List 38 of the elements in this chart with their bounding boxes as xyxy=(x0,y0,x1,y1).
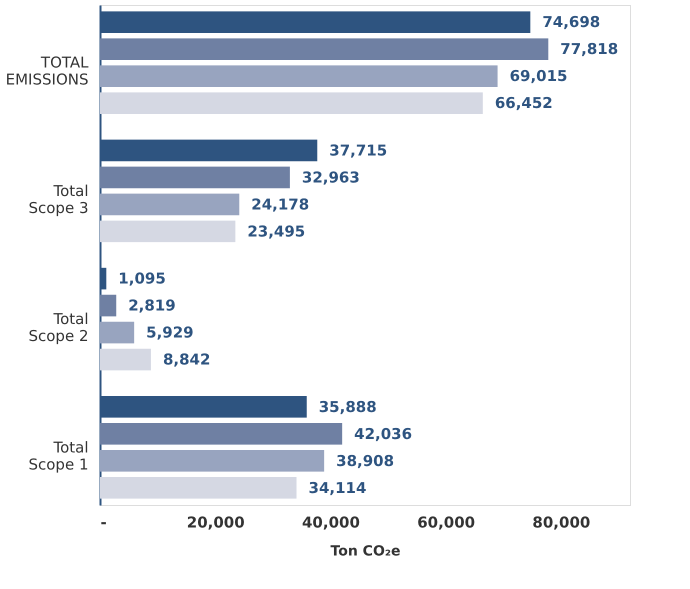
data-label: 74,698 xyxy=(542,13,600,32)
x-tick-label: - xyxy=(100,514,107,532)
data-label: 5,929 xyxy=(146,324,194,342)
data-label: 2,819 xyxy=(128,296,176,315)
bar xyxy=(100,65,498,87)
data-label: 77,818 xyxy=(560,40,618,58)
bar xyxy=(100,38,548,60)
bar xyxy=(100,322,134,344)
data-label: 8,842 xyxy=(162,350,210,369)
bar xyxy=(100,450,324,472)
bar xyxy=(100,294,116,316)
data-label: 32,963 xyxy=(302,168,360,186)
data-label: 24,178 xyxy=(251,195,310,214)
bar xyxy=(100,220,236,242)
y-tick-label: TOTAL EMISSIONS xyxy=(6,54,90,89)
data-label: 34,114 xyxy=(308,478,366,497)
x-tick-label: 20,000 xyxy=(186,514,245,532)
bar xyxy=(100,166,290,188)
data-label: 23,495 xyxy=(247,222,306,240)
y-tick-label: Total Scope 2 xyxy=(28,310,88,346)
x-tick-label: 80,000 xyxy=(532,514,590,532)
x-tick-label: 60,000 xyxy=(417,514,476,532)
bar xyxy=(100,348,151,370)
data-label: 66,452 xyxy=(494,94,553,112)
bar xyxy=(100,476,297,499)
data-label: 35,888 xyxy=(318,398,377,416)
x-tick-label: 40,000 xyxy=(302,514,360,532)
bar xyxy=(100,194,240,216)
bar xyxy=(100,423,342,445)
x-axis-title: Ton CO₂e xyxy=(330,544,400,560)
y-tick-label: Total Scope 3 xyxy=(28,182,88,217)
data-label: 38,908 xyxy=(336,452,394,470)
data-label: 42,036 xyxy=(354,424,412,443)
data-label: 69,015 xyxy=(510,67,568,86)
bar xyxy=(100,92,483,114)
data-label: 37,715 xyxy=(329,141,388,160)
y-tick-label: Total Scope 1 xyxy=(28,438,88,474)
data-label: 1,095 xyxy=(118,270,166,288)
